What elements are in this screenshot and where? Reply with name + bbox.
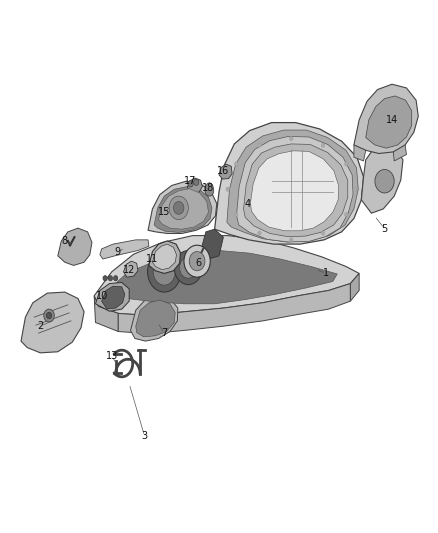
Polygon shape [251, 151, 339, 231]
Text: 1: 1 [323, 269, 329, 278]
Circle shape [153, 259, 175, 285]
Circle shape [148, 252, 181, 292]
Polygon shape [366, 96, 412, 148]
Text: 11: 11 [146, 254, 159, 263]
Circle shape [169, 196, 188, 220]
Text: 3: 3 [141, 431, 148, 441]
Polygon shape [237, 136, 353, 242]
Polygon shape [201, 229, 223, 259]
Circle shape [321, 143, 325, 148]
Circle shape [174, 251, 202, 285]
Polygon shape [148, 181, 217, 233]
Circle shape [353, 187, 357, 191]
Polygon shape [102, 286, 125, 309]
Circle shape [234, 162, 238, 166]
Polygon shape [205, 183, 214, 196]
Text: 9: 9 [114, 247, 120, 257]
Polygon shape [393, 145, 406, 161]
Circle shape [180, 257, 197, 278]
Circle shape [234, 212, 238, 216]
Circle shape [258, 143, 261, 148]
Polygon shape [136, 300, 175, 337]
Circle shape [108, 276, 113, 281]
Text: 7: 7 [161, 328, 167, 338]
Text: 18: 18 [202, 183, 214, 192]
Polygon shape [94, 236, 359, 316]
Polygon shape [152, 244, 177, 270]
Polygon shape [361, 145, 403, 213]
Text: 4: 4 [244, 199, 251, 208]
Polygon shape [350, 273, 359, 301]
Circle shape [226, 187, 230, 191]
Circle shape [258, 231, 261, 235]
Polygon shape [100, 240, 149, 259]
Polygon shape [154, 187, 212, 232]
Circle shape [375, 169, 394, 193]
Polygon shape [118, 284, 350, 334]
Text: 6: 6 [195, 259, 201, 268]
Polygon shape [131, 296, 178, 341]
Polygon shape [227, 130, 358, 242]
Polygon shape [215, 123, 364, 244]
Polygon shape [124, 261, 138, 277]
Circle shape [173, 201, 184, 214]
Text: 2: 2 [37, 321, 43, 331]
Polygon shape [95, 282, 129, 311]
Circle shape [103, 276, 107, 281]
Polygon shape [244, 144, 348, 237]
Text: 5: 5 [381, 224, 388, 233]
Text: 13: 13 [106, 351, 118, 361]
Polygon shape [187, 178, 202, 194]
Text: 15: 15 [158, 207, 170, 217]
Polygon shape [354, 84, 418, 154]
Text: 10: 10 [95, 292, 108, 301]
Text: 17: 17 [184, 176, 197, 186]
Circle shape [184, 245, 210, 277]
Circle shape [345, 162, 348, 166]
Circle shape [188, 181, 193, 187]
Polygon shape [219, 164, 232, 179]
Circle shape [321, 231, 325, 235]
Circle shape [46, 312, 52, 319]
Circle shape [290, 238, 293, 242]
Text: 12: 12 [123, 265, 135, 274]
Polygon shape [105, 251, 337, 304]
Polygon shape [354, 145, 366, 161]
Text: 14: 14 [386, 115, 398, 125]
Polygon shape [94, 296, 118, 332]
Text: 8: 8 [62, 236, 68, 246]
Circle shape [345, 213, 348, 217]
Polygon shape [58, 228, 92, 265]
Polygon shape [149, 241, 180, 273]
Polygon shape [21, 292, 84, 353]
Circle shape [113, 276, 118, 281]
Text: 16: 16 [217, 166, 230, 175]
Circle shape [189, 252, 205, 271]
Polygon shape [159, 189, 208, 229]
Circle shape [44, 309, 54, 322]
Circle shape [290, 136, 293, 141]
Circle shape [194, 179, 199, 185]
